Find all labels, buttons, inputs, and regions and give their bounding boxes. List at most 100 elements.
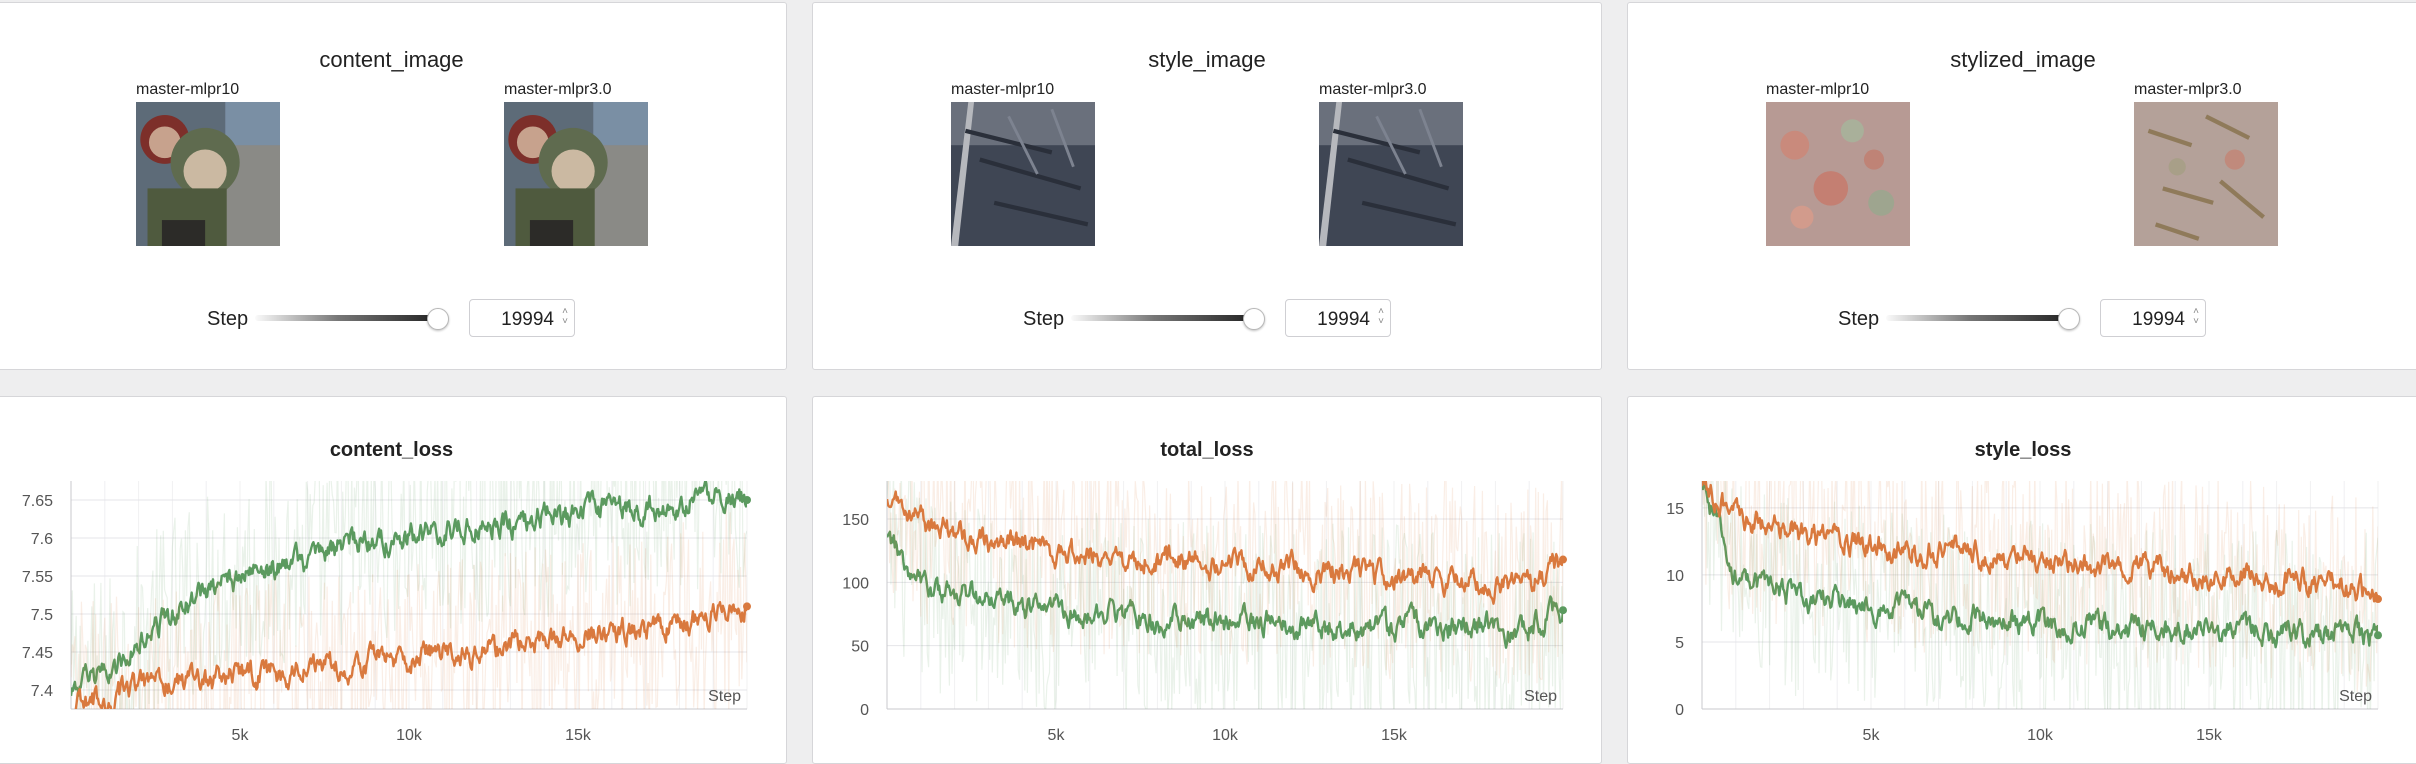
series-line[interactable] (1702, 477, 2378, 603)
series-end-point[interactable] (743, 602, 751, 611)
run-name: master-mlpr3.0 (2134, 81, 2242, 98)
style-loss-chart[interactable]: 0 5 10 15 5k 10k 15k Step (1628, 397, 2416, 764)
x-axis-label: Step (2339, 688, 2372, 705)
slider-handle[interactable] (1243, 308, 1265, 330)
step-slider[interactable] (1886, 308, 2080, 330)
series-end-point[interactable] (2374, 631, 2382, 640)
x-axis-label: Step (1524, 688, 1557, 705)
series-line[interactable] (887, 530, 1563, 649)
step-control: Step 19994 ˄ ˅ (1628, 299, 2416, 339)
chart-panel-total-loss: total_loss 0 50 100 150 5k 10k 15k Step (812, 396, 1602, 764)
y-tick-label: 7.45 (22, 645, 53, 662)
run-name: master-mlpr10 (951, 81, 1055, 98)
run-name: master-mlpr10 (1766, 81, 1870, 98)
media-panel-content-image: content_image master-mlpr10 master-mlpr3… (0, 2, 787, 370)
step-control: Step 19994 ˄ ˅ (813, 299, 1601, 339)
y-tick-label: 0 (1675, 702, 1684, 719)
series-end-point[interactable] (743, 496, 751, 504)
panel-title: stylized_image (1950, 47, 2096, 72)
y-tick-label: 15 (1666, 501, 1684, 518)
run-name: master-mlpr3.0 (1319, 81, 1427, 98)
series-raw-line (1702, 481, 2378, 693)
step-label: Step (1838, 308, 1880, 330)
panel-title: content_image (319, 47, 464, 72)
series-raw-line (887, 481, 1563, 709)
stylized-image-thumbnail[interactable] (1766, 102, 1910, 246)
spinner-arrows-icon[interactable]: ˄ ˅ (562, 306, 568, 327)
content-image-thumbnail[interactable] (504, 102, 648, 246)
x-tick-label: 15k (565, 727, 592, 744)
y-tick-label: 100 (842, 575, 869, 592)
series-line[interactable] (887, 490, 1563, 605)
slider-track (255, 315, 439, 321)
step-slider[interactable] (255, 308, 449, 330)
series-end-point[interactable] (2374, 595, 2382, 604)
step-input[interactable]: 19994 ˄ ˅ (469, 299, 575, 337)
y-tick-label: 7.65 (22, 493, 53, 510)
spinner-arrows-icon[interactable]: ˄ ˅ (1378, 306, 1384, 327)
y-tick-label: 7.6 (31, 531, 53, 548)
series-end-point[interactable] (1559, 606, 1567, 615)
style-image-thumbnail[interactable] (951, 102, 1095, 246)
y-tick-label: 0 (860, 702, 869, 719)
chart-panel-style-loss: style_loss 0 5 10 15 5k 10k 15k Step (1627, 396, 2416, 764)
step-control: Step 19994 ˄ ˅ (0, 299, 786, 339)
run-name: master-mlpr10 (136, 81, 240, 98)
series-end-point[interactable] (1559, 555, 1567, 564)
x-tick-label: 5k (1863, 727, 1881, 744)
step-value: 19994 (501, 309, 554, 330)
y-tick-label: 50 (851, 639, 869, 656)
x-tick-label: 15k (1381, 727, 1408, 744)
y-tick-label: 5 (1675, 635, 1684, 652)
series-line[interactable] (1702, 481, 2378, 649)
slider-track (1071, 315, 1255, 321)
chart-title: style_loss (1974, 439, 2072, 461)
step-input[interactable]: 19994 ˄ ˅ (1285, 299, 1391, 337)
series-line[interactable] (71, 480, 747, 697)
step-label: Step (207, 308, 249, 330)
slider-track (1886, 315, 2070, 321)
x-tick-label: 15k (2196, 727, 2223, 744)
stylized-image-thumbnail[interactable] (2134, 102, 2278, 246)
chart-title: content_loss (329, 439, 454, 461)
series-raw-line (71, 481, 747, 709)
step-label: Step (1023, 308, 1065, 330)
style-image-thumbnail[interactable] (1319, 102, 1463, 246)
run-image: master-mlpr3.0 (1319, 81, 1499, 246)
step-slider[interactable] (1071, 308, 1265, 330)
run-image: master-mlpr10 (1766, 81, 1946, 246)
total-loss-chart[interactable]: 0 50 100 150 5k 10k 15k Step (813, 397, 1602, 764)
spinner-arrows-icon[interactable]: ˄ ˅ (2193, 306, 2199, 327)
slider-handle[interactable] (427, 308, 449, 330)
x-axis-label: Step (708, 688, 741, 705)
run-name: master-mlpr3.0 (504, 81, 612, 98)
series-group (887, 481, 1563, 709)
step-value: 19994 (1317, 309, 1370, 330)
content-loss-chart[interactable]: 7.4 7.45 7.5 7.55 7.6 7.65 5k 10k 15k Step (0, 397, 787, 764)
chart-panel-content-loss: content_loss 7.4 7.45 7.5 7.55 7.6 7.65 5k 10k 1… (0, 396, 787, 764)
y-tick-label: 7.55 (22, 569, 53, 586)
y-tick-label: 7.5 (31, 607, 53, 624)
series-raw-line (887, 481, 1563, 684)
x-tick-label: 5k (1048, 727, 1066, 744)
content-image-thumbnail[interactable] (136, 102, 280, 246)
series-line[interactable] (71, 601, 747, 721)
y-tick-label: 150 (842, 512, 869, 529)
y-tick-label: 10 (1666, 568, 1684, 585)
step-input[interactable]: 19994 ˄ ˅ (2100, 299, 2206, 337)
slider-handle[interactable] (2058, 308, 2080, 330)
x-tick-label: 10k (2027, 727, 2054, 744)
chart-title: total_loss (1160, 439, 1254, 461)
run-image: master-mlpr3.0 (504, 81, 684, 246)
series-raw-line (1703, 481, 2378, 709)
run-image: master-mlpr3.0 (2134, 81, 2314, 246)
media-panel-stylized-image: stylized_image master-mlpr10 master-mlpr… (1627, 2, 2416, 370)
run-image: master-mlpr10 (136, 81, 316, 246)
x-tick-label: 10k (1212, 727, 1239, 744)
run-image: master-mlpr10 (951, 81, 1131, 246)
x-tick-label: 10k (396, 727, 423, 744)
series-group (71, 480, 747, 721)
series-group (1702, 477, 2378, 709)
panel-title: style_image (1148, 47, 1266, 72)
x-tick-label: 5k (232, 727, 250, 744)
